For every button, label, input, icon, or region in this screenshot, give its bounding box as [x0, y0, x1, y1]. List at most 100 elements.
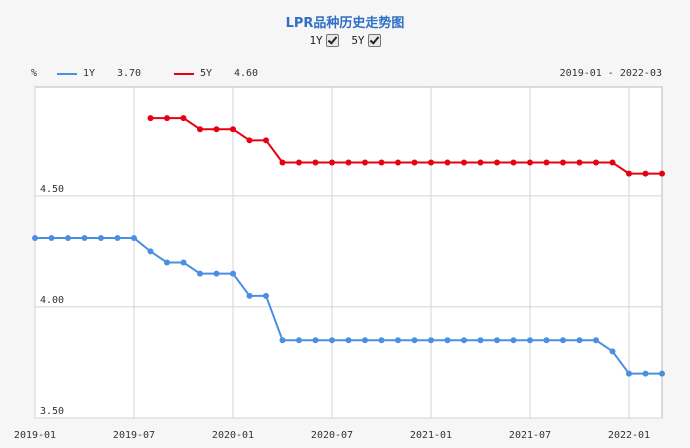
data-point-1y — [626, 370, 632, 377]
data-point-1y — [543, 337, 550, 344]
data-point-1y — [114, 235, 121, 242]
legend-value-5y: 4.60 — [234, 68, 259, 79]
toggle-5y-checkbox[interactable] — [367, 34, 381, 47]
data-point-5y — [345, 159, 352, 166]
data-point-1y — [560, 337, 566, 344]
data-point-1y — [65, 235, 71, 242]
data-point-5y — [560, 159, 566, 166]
y-tick-label: 4.00 — [40, 295, 64, 306]
data-point-1y — [131, 235, 137, 242]
data-point-5y — [230, 126, 236, 133]
plot-area — [34, 86, 663, 419]
legend-swatch-5y — [174, 72, 194, 75]
data-point-1y — [411, 337, 418, 344]
data-point-1y — [180, 259, 187, 266]
data-point-5y — [428, 159, 434, 166]
legend-name-5y: 5Y — [200, 68, 213, 79]
data-point-5y — [312, 159, 319, 166]
x-tick-label: 2022-01 — [608, 430, 650, 441]
data-point-1y — [494, 337, 500, 344]
data-point-5y — [263, 137, 269, 144]
data-point-5y — [494, 159, 500, 166]
data-point-1y — [345, 337, 352, 344]
data-point-5y — [164, 115, 170, 122]
data-point-5y — [626, 170, 632, 177]
legend-name-1y: 1Y — [83, 68, 96, 79]
toggle-5y-label: 5Y — [351, 34, 365, 47]
data-point-1y — [98, 235, 104, 242]
data-point-5y — [197, 126, 203, 133]
series-5y — [147, 115, 665, 177]
data-point-5y — [642, 170, 649, 177]
data-point-1y — [48, 235, 55, 242]
y-tick-label: 3.50 — [40, 406, 64, 417]
data-point-5y — [246, 137, 253, 144]
series-1y — [32, 235, 665, 377]
data-point-1y — [230, 270, 236, 277]
data-point-1y — [329, 337, 335, 344]
data-point-1y — [147, 248, 154, 255]
data-point-1y — [246, 292, 253, 299]
x-tick-label: 2019-07 — [113, 430, 155, 441]
data-point-1y — [444, 337, 451, 344]
toggle-1y-label: 1Y — [309, 34, 323, 47]
data-point-1y — [197, 270, 203, 277]
data-point-5y — [444, 159, 451, 166]
data-point-1y — [312, 337, 319, 344]
legend-item-5y[interactable]: 5Y 4.60 — [174, 68, 258, 79]
x-tick-label: 2021-01 — [410, 430, 452, 441]
data-point-1y — [395, 337, 401, 344]
data-point-5y — [659, 170, 665, 177]
toggle-5y[interactable]: 5Y — [351, 34, 381, 47]
series-toggles: 1Y 5Y — [0, 34, 690, 47]
legend-item-1y[interactable]: 1Y 3.70 — [57, 68, 141, 79]
unit-label: % — [31, 68, 38, 79]
data-point-5y — [362, 159, 368, 166]
data-point-1y — [378, 337, 385, 344]
data-point-5y — [411, 159, 418, 166]
data-point-5y — [296, 159, 302, 166]
data-point-5y — [527, 159, 533, 166]
data-point-1y — [362, 337, 368, 344]
data-point-1y — [263, 292, 269, 299]
data-point-1y — [164, 259, 170, 266]
toggle-1y[interactable]: 1Y — [309, 34, 339, 47]
data-point-5y — [593, 159, 599, 166]
data-point-1y — [279, 337, 286, 344]
data-point-1y — [81, 235, 88, 242]
legend-row: % 1Y 3.70 5Y 4.60 2019-01 - 2022-03 — [0, 68, 690, 82]
data-point-1y — [213, 270, 220, 277]
data-point-1y — [428, 337, 434, 344]
data-point-5y — [213, 126, 220, 133]
data-point-5y — [477, 159, 484, 166]
data-point-5y — [576, 159, 583, 166]
x-tick-label: 2020-01 — [212, 430, 254, 441]
data-point-5y — [609, 159, 616, 166]
data-point-5y — [510, 159, 517, 166]
data-point-1y — [527, 337, 533, 344]
data-point-5y — [279, 159, 286, 166]
chart-title: LPR品种历史走势图 — [285, 16, 405, 31]
date-range: 2019-01 - 2022-03 — [559, 68, 662, 79]
data-point-5y — [180, 115, 187, 122]
legend-swatch-1y — [57, 72, 77, 75]
data-point-1y — [642, 370, 649, 377]
data-point-5y — [461, 159, 467, 166]
data-point-1y — [477, 337, 484, 344]
x-tick-label: 2019-01 — [14, 430, 56, 441]
x-tick-label: 2021-07 — [509, 430, 551, 441]
data-point-1y — [576, 337, 583, 344]
y-tick-label: 4.50 — [40, 184, 64, 195]
data-point-1y — [609, 348, 616, 355]
data-point-1y — [659, 370, 665, 377]
data-point-5y — [329, 159, 335, 166]
data-point-5y — [543, 159, 550, 166]
legend-value-1y: 3.70 — [117, 68, 142, 79]
data-point-1y — [32, 235, 38, 242]
data-point-1y — [593, 337, 599, 344]
toggle-1y-checkbox[interactable] — [325, 34, 339, 47]
data-point-1y — [296, 337, 302, 344]
data-point-5y — [395, 159, 401, 166]
data-point-1y — [510, 337, 517, 344]
